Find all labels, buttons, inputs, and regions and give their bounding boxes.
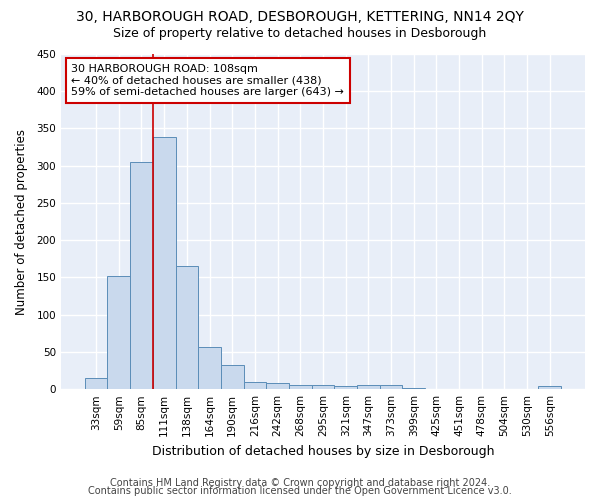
Bar (403, 388, 425, 389)
Bar (357, 386, 380, 389)
Bar (198, 346, 221, 389)
Y-axis label: Number of detached properties: Number of detached properties (15, 128, 28, 314)
Bar (85, 378, 107, 389)
Bar (244, 382, 266, 389)
Bar (221, 364, 244, 389)
Text: 30 HARBOROUGH ROAD: 108sqm
← 40% of detached houses are smaller (438)
59% of sem: 30 HARBOROUGH ROAD: 108sqm ← 40% of deta… (71, 64, 344, 98)
Bar (289, 386, 311, 389)
Bar (176, 266, 198, 389)
Bar (538, 386, 561, 389)
Bar (153, 138, 176, 389)
Text: Size of property relative to detached houses in Desborough: Size of property relative to detached ho… (113, 28, 487, 40)
Text: Contains public sector information licensed under the Open Government Licence v3: Contains public sector information licen… (88, 486, 512, 496)
Bar (334, 386, 357, 389)
Bar (130, 162, 153, 389)
Text: 30, HARBOROUGH ROAD, DESBOROUGH, KETTERING, NN14 2QY: 30, HARBOROUGH ROAD, DESBOROUGH, KETTERI… (76, 10, 524, 24)
Bar (380, 386, 403, 389)
Text: Contains HM Land Registry data © Crown copyright and database right 2024.: Contains HM Land Registry data © Crown c… (110, 478, 490, 488)
Bar (107, 276, 130, 389)
Bar (266, 383, 289, 389)
X-axis label: Distribution of detached houses by size in Desborough: Distribution of detached houses by size … (152, 444, 494, 458)
Bar (311, 386, 334, 389)
